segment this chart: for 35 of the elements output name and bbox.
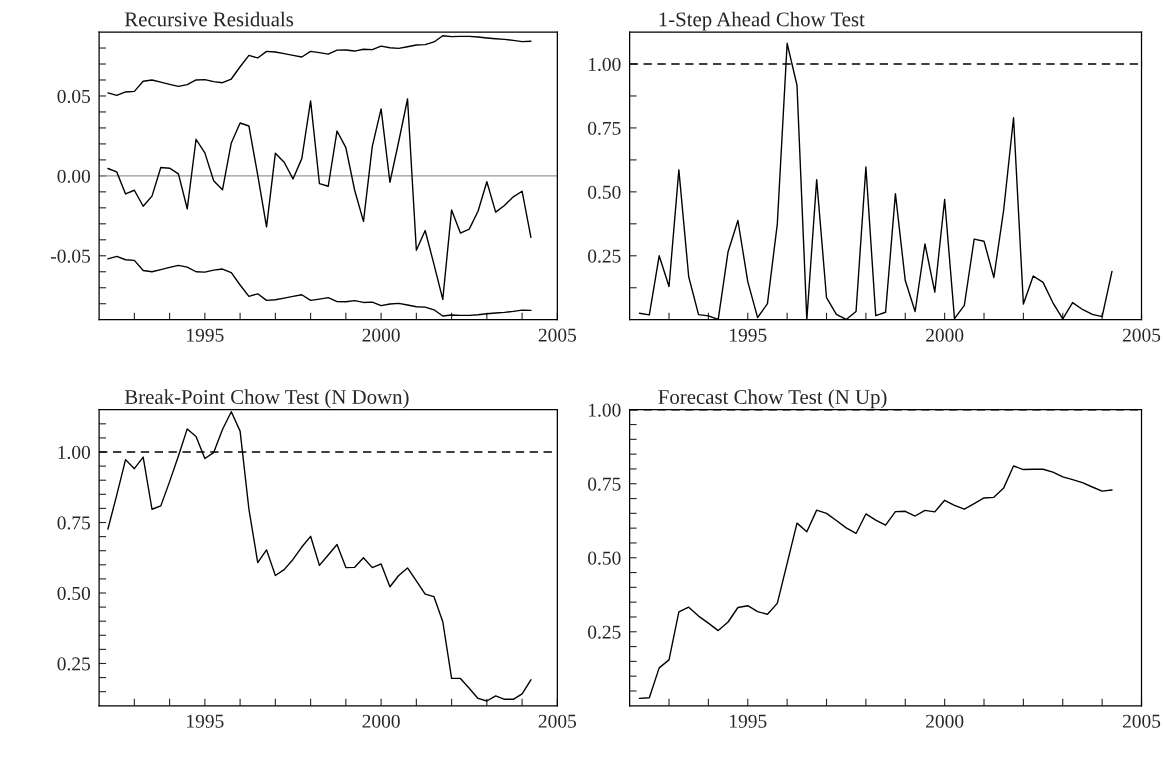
y-tick-label: 1.00	[588, 403, 621, 417]
x-tick-label: 1995	[730, 714, 767, 728]
line-series	[107, 35, 532, 97]
chart-title: Recursive Residuals	[124, 11, 294, 27]
y-tick-label: 0.25	[57, 657, 91, 671]
y-tick-label: 0.75	[588, 477, 621, 491]
line-series	[638, 465, 1113, 700]
x-tick-label: 2000	[926, 328, 964, 342]
x-tick-label: 2005	[538, 714, 577, 728]
x-tick-label: 1995	[187, 328, 224, 342]
y-tick-label: 0.50	[588, 185, 621, 199]
line-series	[107, 255, 532, 317]
y-tick-label: 0.00	[57, 169, 91, 183]
x-tick-label: 2005	[1122, 714, 1161, 728]
chart-title: Break-Point Chow Test (N Down)	[124, 389, 409, 409]
y-tick-label: 0.75	[57, 516, 91, 530]
y-tick-label: 1.00	[588, 57, 621, 72]
x-tick-label: 1995	[187, 714, 224, 728]
x-tick-label: 1995	[730, 328, 767, 342]
y-tick-label: 0.25	[588, 625, 621, 639]
y-tick-label: -0.05	[51, 249, 91, 263]
y-tick-label: 0.25	[588, 249, 621, 263]
y-tick-label: 0.75	[588, 121, 621, 135]
x-tick-label: 2005	[1122, 328, 1161, 342]
x-tick-label: 2005	[538, 328, 577, 342]
y-tick-label: 0.50	[588, 551, 621, 565]
y-tick-label: 0.05	[57, 89, 91, 103]
x-tick-label: 2000	[926, 714, 964, 728]
y-tick-label: 0.50	[57, 586, 91, 601]
x-tick-label: 2000	[362, 714, 400, 728]
chart-title: Forecast Chow Test (N Up)	[658, 389, 887, 409]
x-tick-label: 2000	[362, 328, 400, 342]
y-tick-label: 1.00	[58, 445, 91, 460]
line-series	[107, 98, 532, 301]
chart-title: 1-Step Ahead Chow Test	[659, 11, 865, 31]
